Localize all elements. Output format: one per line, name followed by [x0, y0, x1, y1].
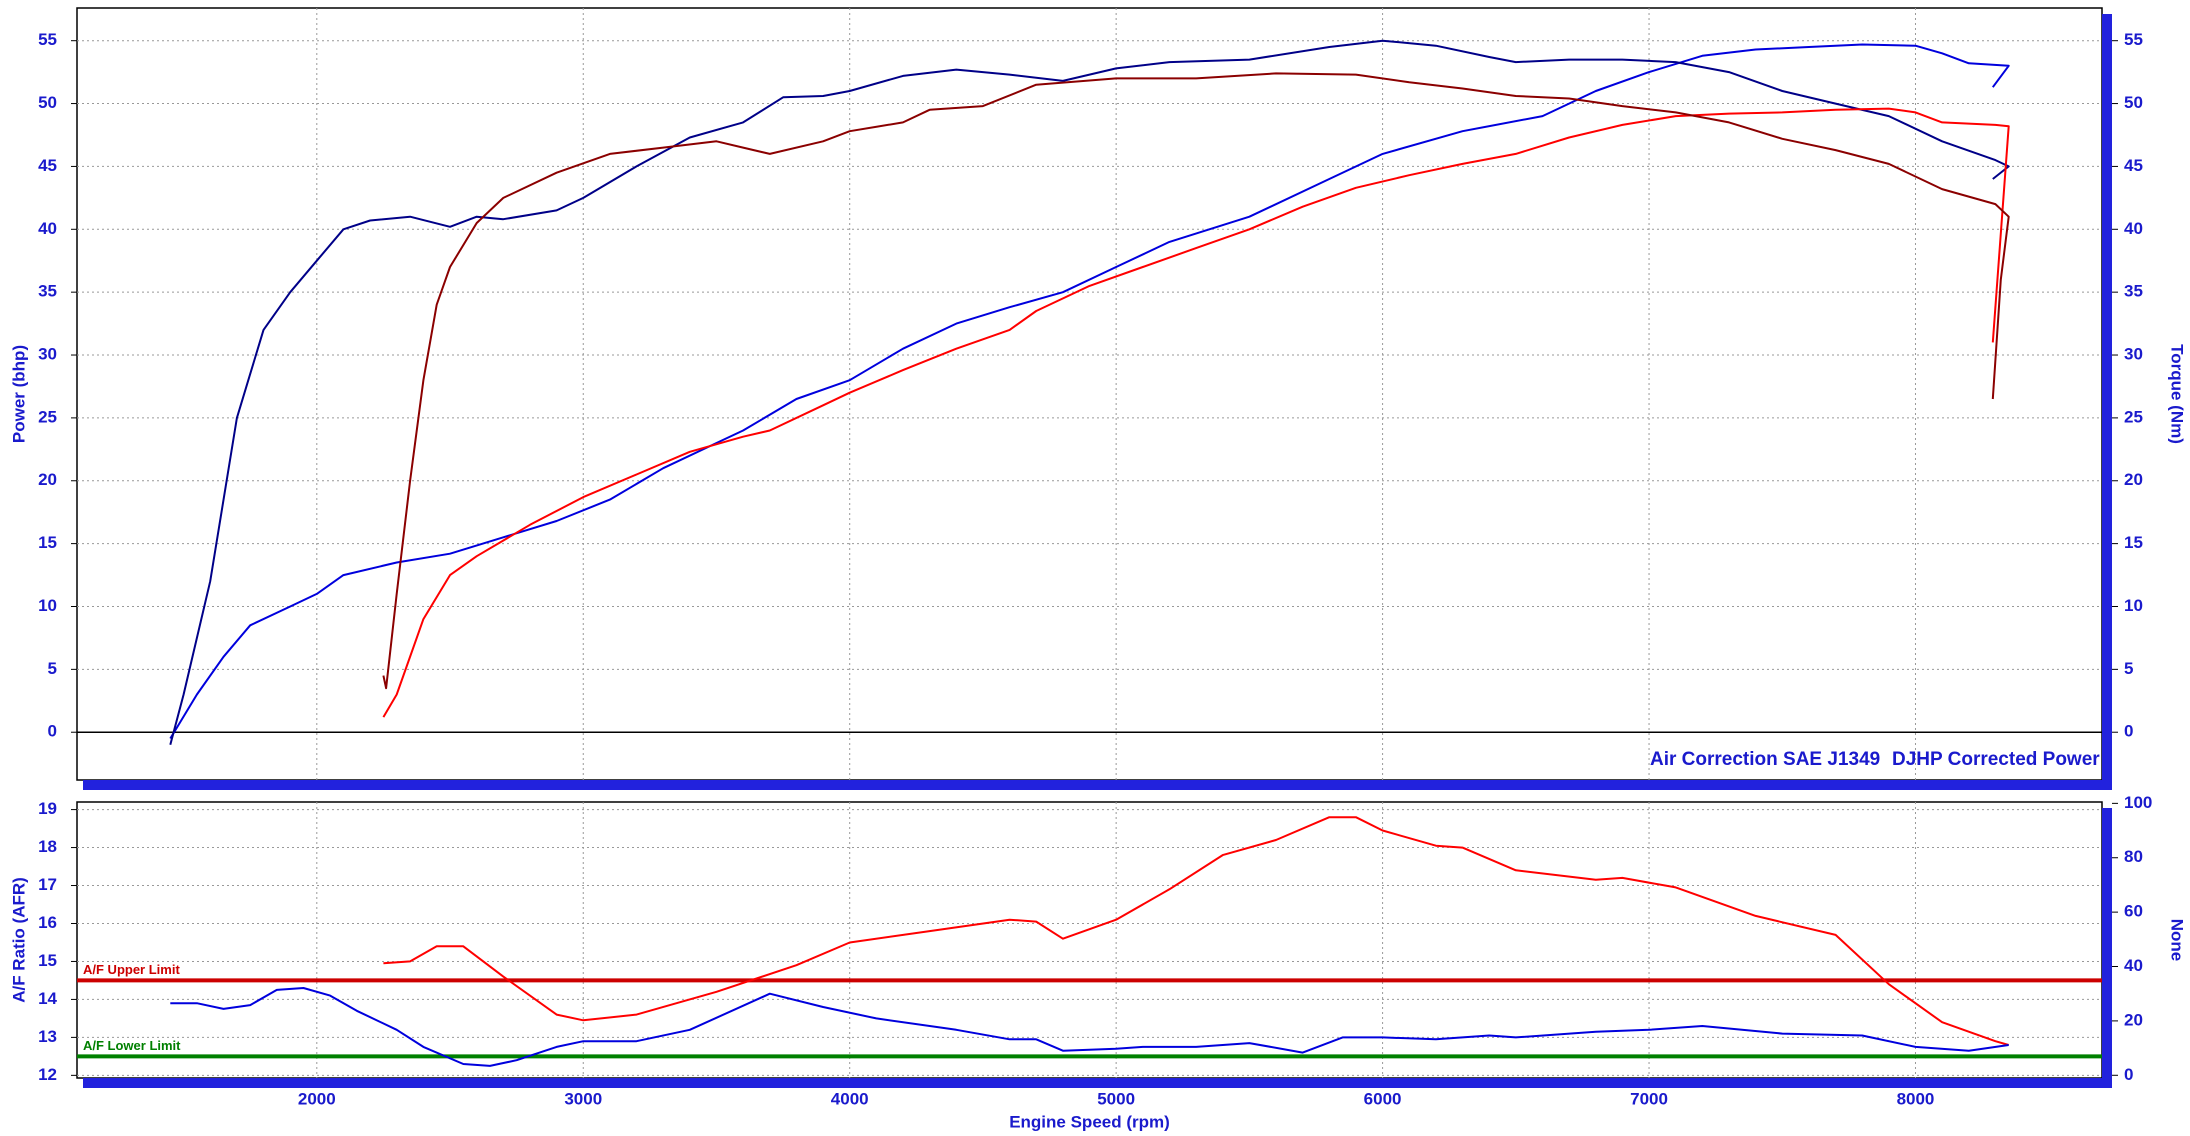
y-axis-title: A/F Ratio (AFR) — [9, 877, 28, 1003]
y-tick-label: 18 — [38, 837, 57, 856]
y2-tick-label: 60 — [2124, 902, 2143, 921]
plot-area — [76, 801, 2103, 1079]
x-tick-label: 2000 — [298, 1089, 336, 1108]
series-line — [383, 816, 2009, 1046]
plot-area — [76, 7, 2103, 781]
axis-strip — [2102, 14, 2112, 786]
axis-strip — [83, 780, 2112, 790]
annotation: DJHP Corrected Power — [1892, 749, 2100, 770]
x-tick-label: 8000 — [1897, 1089, 1935, 1108]
y2-tick-label: 100 — [2124, 793, 2152, 812]
series-line — [169, 39, 2010, 746]
y2-tick-label: 40 — [2124, 956, 2143, 975]
series-line — [170, 987, 2009, 1067]
y2-axis-title: Torque (Nm) — [2168, 344, 2187, 444]
y-tick-label: 12 — [38, 1065, 57, 1084]
y-tick-label: 0 — [48, 722, 57, 741]
x-tick-label: 7000 — [1630, 1089, 1668, 1108]
y-tick-label: 40 — [38, 219, 57, 238]
y2-tick-label: 0 — [2124, 1065, 2133, 1084]
series-line — [382, 107, 2010, 718]
y-tick-label: 35 — [38, 282, 57, 301]
x-tick-label: 4000 — [831, 1089, 869, 1108]
y-tick-label: 13 — [38, 1027, 57, 1046]
limit-label: A/F Upper Limit — [83, 962, 180, 977]
series-line — [169, 43, 2010, 740]
y-tick-label: 20 — [38, 470, 57, 489]
y2-tick-label: 0 — [2124, 722, 2133, 741]
x-tick-label: 3000 — [564, 1089, 602, 1108]
x-tick-label: 5000 — [1097, 1089, 1135, 1108]
y2-tick-label: 5 — [2124, 659, 2133, 678]
y-tick-label: 19 — [38, 799, 57, 818]
y2-tick-label: 30 — [2124, 345, 2143, 364]
y-tick-label: 10 — [38, 596, 57, 615]
axis-strip — [83, 1078, 2112, 1088]
y2-tick-label: 20 — [2124, 470, 2143, 489]
y-tick-label: 25 — [38, 407, 57, 426]
y2-tick-label: 25 — [2124, 407, 2143, 426]
y-tick-label: 15 — [38, 533, 57, 552]
annotation: Air Correction SAE J1349 — [1650, 749, 1880, 770]
y2-tick-label: 40 — [2124, 219, 2143, 238]
x-tick-label: 6000 — [1364, 1089, 1402, 1108]
y2-tick-label: 35 — [2124, 282, 2143, 301]
y-tick-label: 5 — [48, 659, 57, 678]
y2-tick-label: 50 — [2124, 93, 2143, 112]
y2-tick-label: 80 — [2124, 847, 2143, 866]
y-tick-label: 16 — [38, 913, 57, 932]
y2-tick-label: 20 — [2124, 1010, 2143, 1029]
series-line — [382, 72, 2010, 690]
y2-tick-label: 15 — [2124, 533, 2143, 552]
limit-label: A/F Lower Limit — [83, 1038, 181, 1053]
y2-tick-label: 45 — [2124, 156, 2143, 175]
y2-tick-label: 55 — [2124, 30, 2143, 49]
y-tick-label: 50 — [38, 93, 57, 112]
y-tick-label: 55 — [38, 30, 57, 49]
axis-strip — [2102, 808, 2112, 1084]
y-tick-label: 30 — [38, 345, 57, 364]
y-tick-label: 15 — [38, 951, 57, 970]
y-tick-label: 45 — [38, 156, 57, 175]
y-tick-label: 17 — [38, 875, 57, 894]
y2-axis-title: None — [2168, 919, 2187, 962]
x-axis-title: Engine Speed (rpm) — [1009, 1112, 1170, 1131]
y-tick-label: 14 — [38, 989, 57, 1008]
y2-tick-label: 10 — [2124, 596, 2143, 615]
y-axis-title: Power (bhp) — [9, 345, 28, 443]
